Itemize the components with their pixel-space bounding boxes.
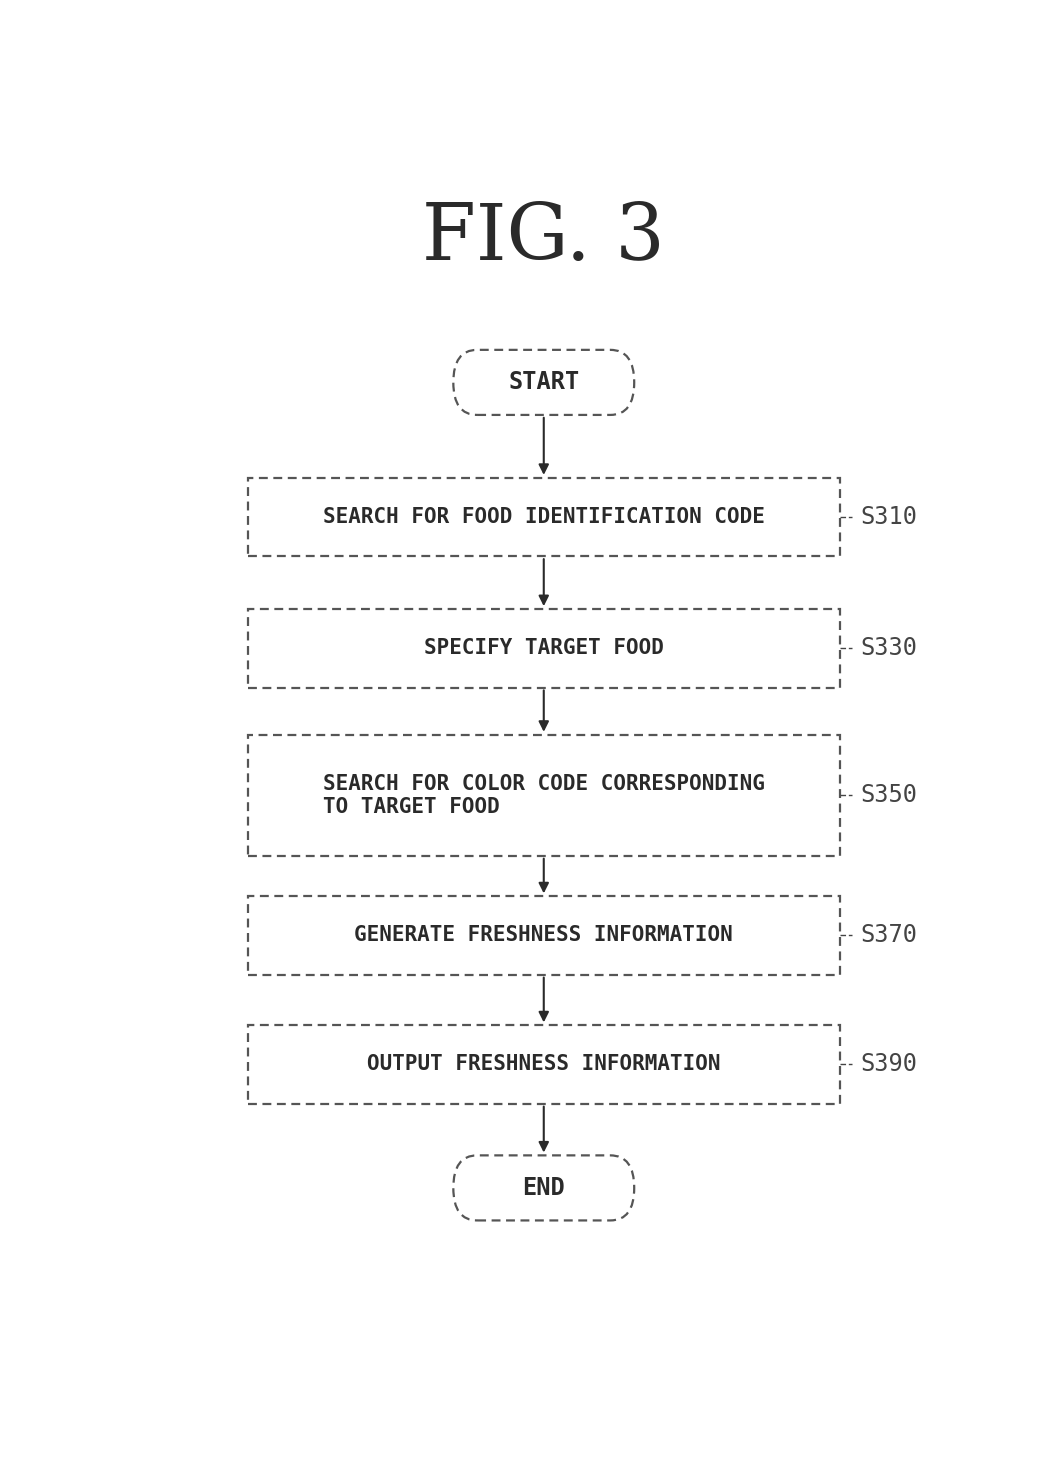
Text: SEARCH FOR COLOR CODE CORRESPONDING
TO TARGET FOOD: SEARCH FOR COLOR CODE CORRESPONDING TO T… [323, 774, 765, 817]
FancyBboxPatch shape [453, 1155, 634, 1221]
FancyBboxPatch shape [248, 734, 839, 855]
Text: S370: S370 [860, 924, 918, 947]
Text: GENERATE FRESHNESS INFORMATION: GENERATE FRESHNESS INFORMATION [354, 925, 733, 946]
Text: SPECIFY TARGET FOOD: SPECIFY TARGET FOOD [423, 638, 664, 659]
Text: OUTPUT FRESHNESS INFORMATION: OUTPUT FRESHNESS INFORMATION [367, 1055, 720, 1074]
FancyBboxPatch shape [453, 350, 634, 415]
Text: START: START [508, 370, 579, 395]
Text: END: END [522, 1176, 566, 1201]
Text: FIG. 3: FIG. 3 [422, 200, 665, 275]
Text: S330: S330 [860, 637, 918, 660]
FancyBboxPatch shape [248, 896, 839, 975]
FancyBboxPatch shape [248, 478, 839, 557]
FancyBboxPatch shape [248, 609, 839, 688]
Text: S350: S350 [860, 784, 918, 807]
FancyBboxPatch shape [248, 1026, 839, 1104]
Text: S390: S390 [860, 1052, 918, 1077]
Text: SEARCH FOR FOOD IDENTIFICATION CODE: SEARCH FOR FOOD IDENTIFICATION CODE [323, 507, 765, 527]
Text: S310: S310 [860, 506, 918, 529]
